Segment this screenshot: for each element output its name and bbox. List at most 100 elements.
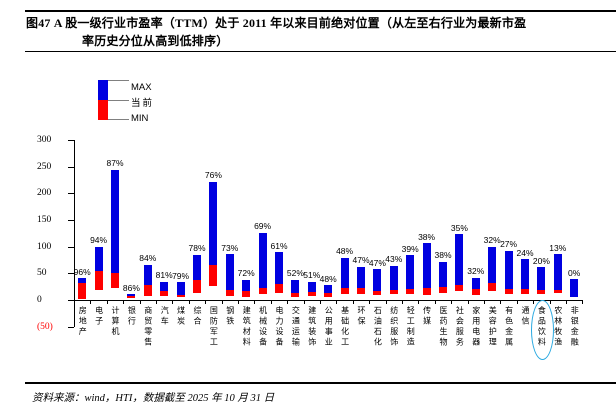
bar-min-segment [521, 289, 529, 294]
category-label: 通信 [521, 306, 530, 327]
bar-max-segment [357, 266, 365, 289]
x-axis-tick [533, 300, 535, 304]
y-axis-tick-label: 150 [37, 215, 52, 225]
bar-max-segment [406, 255, 415, 290]
bar-max-segment [553, 254, 562, 290]
legend-min-leader-line [108, 119, 129, 120]
category-label: 家用电器 [471, 306, 481, 348]
y-axis-tick [68, 166, 74, 168]
category-label: 农林牧渔 [553, 306, 563, 348]
bar-min-segment [193, 279, 201, 293]
bar-max-segment [488, 246, 497, 284]
title-underline-rule [25, 51, 616, 52]
top-rule [25, 10, 616, 12]
category-label: 房地产 [78, 306, 88, 338]
percentile-label: 52% [286, 268, 304, 279]
y-axis-tick [68, 193, 74, 195]
percentile-label: 96% [73, 266, 91, 277]
bar-min-segment [357, 288, 365, 294]
category-label: 轻工制造 [406, 306, 416, 348]
category-label: 基础化工 [340, 306, 350, 348]
x-axis-tick [418, 300, 420, 304]
bar-max-segment [307, 281, 316, 292]
category-label: 传媒 [422, 306, 432, 327]
x-axis-tick [303, 300, 305, 304]
x-axis-tick [172, 300, 174, 304]
category-label: 纺织服饰 [389, 306, 399, 348]
x-axis-tick [451, 300, 453, 304]
x-axis-tick [90, 300, 92, 304]
bar-min-segment [258, 288, 267, 295]
x-axis-tick [402, 300, 403, 304]
x-axis-tick [205, 300, 207, 304]
highlight-ellipse [530, 300, 554, 360]
bar-max-segment [78, 278, 87, 284]
bar-max-segment [521, 259, 529, 290]
bar-max-segment [570, 279, 579, 297]
bar-min-segment [225, 289, 234, 296]
percentile-label: 35% [450, 222, 468, 233]
x-axis-tick [549, 300, 551, 304]
percentile-label: 81% [155, 270, 173, 281]
source-note: 资料来源：wind，HTI，数据截至 2025 年 10 月 31 日 [32, 393, 275, 404]
percentile-label: 69% [254, 221, 272, 232]
percentile-label: 24% [516, 247, 534, 258]
percentile-label: 73% [221, 242, 239, 253]
x-axis-tick [516, 300, 518, 304]
y-axis-tick [68, 220, 74, 221]
category-label: 美容护理 [488, 306, 498, 348]
bar-max-segment [340, 257, 349, 288]
percentile-label: 79% [172, 270, 190, 281]
y-axis-tick-label: 0 [37, 295, 42, 305]
bar-min-segment [373, 290, 382, 296]
bar-min-segment [389, 290, 398, 295]
legend-max-leader-line [108, 80, 129, 81]
bar-max-segment [455, 234, 464, 286]
percentile-label: 94% [90, 235, 108, 246]
bar-min-segment [78, 283, 87, 299]
bar-min-segment [94, 271, 103, 290]
x-axis-tick [221, 300, 223, 304]
bar-max-segment [160, 281, 169, 292]
category-label: 建筑材料 [242, 306, 252, 348]
bottom-rule [25, 382, 616, 384]
x-axis-tick [188, 300, 190, 304]
percentile-label: 87% [106, 158, 124, 169]
bar-max-segment [225, 254, 234, 290]
x-axis-tick [467, 300, 469, 304]
legend-current-leader-line [108, 100, 129, 101]
category-label: 公用事业 [324, 306, 334, 348]
category-label: 社会服务 [455, 306, 465, 348]
x-axis-line [74, 300, 583, 301]
x-axis-tick [287, 300, 289, 304]
bar-min-segment [160, 291, 169, 296]
percentile-label: 39% [401, 243, 419, 254]
bar-min-segment [422, 288, 431, 295]
category-label: 医药生物 [439, 306, 448, 348]
bar-max-segment [111, 169, 119, 273]
category-label: 计算机 [111, 306, 120, 338]
bar-min-segment [406, 289, 415, 294]
category-label: 有色金属 [504, 306, 514, 348]
bar-min-segment [340, 287, 349, 294]
x-axis-tick [500, 300, 502, 304]
bar-min-segment [291, 292, 300, 297]
y-axis-tick-label: 100 [37, 241, 52, 252]
percentile-label: 13% [549, 242, 567, 253]
x-axis-tick [139, 300, 141, 304]
legend-min-label: MIN [131, 113, 149, 124]
percentile-label: 48% [319, 273, 337, 284]
x-axis-tick [369, 300, 371, 304]
percentile-label: 32% [483, 235, 501, 246]
bar-max-segment [439, 261, 447, 288]
x-axis-tick [352, 300, 354, 304]
x-axis-tick [484, 300, 485, 304]
category-label: 电子 [94, 306, 104, 327]
bar-max-segment [275, 252, 283, 284]
y-axis-tick [68, 140, 74, 141]
y-axis-tick [68, 246, 74, 248]
x-axis-tick [156, 300, 157, 304]
bar-min-segment [537, 289, 546, 294]
